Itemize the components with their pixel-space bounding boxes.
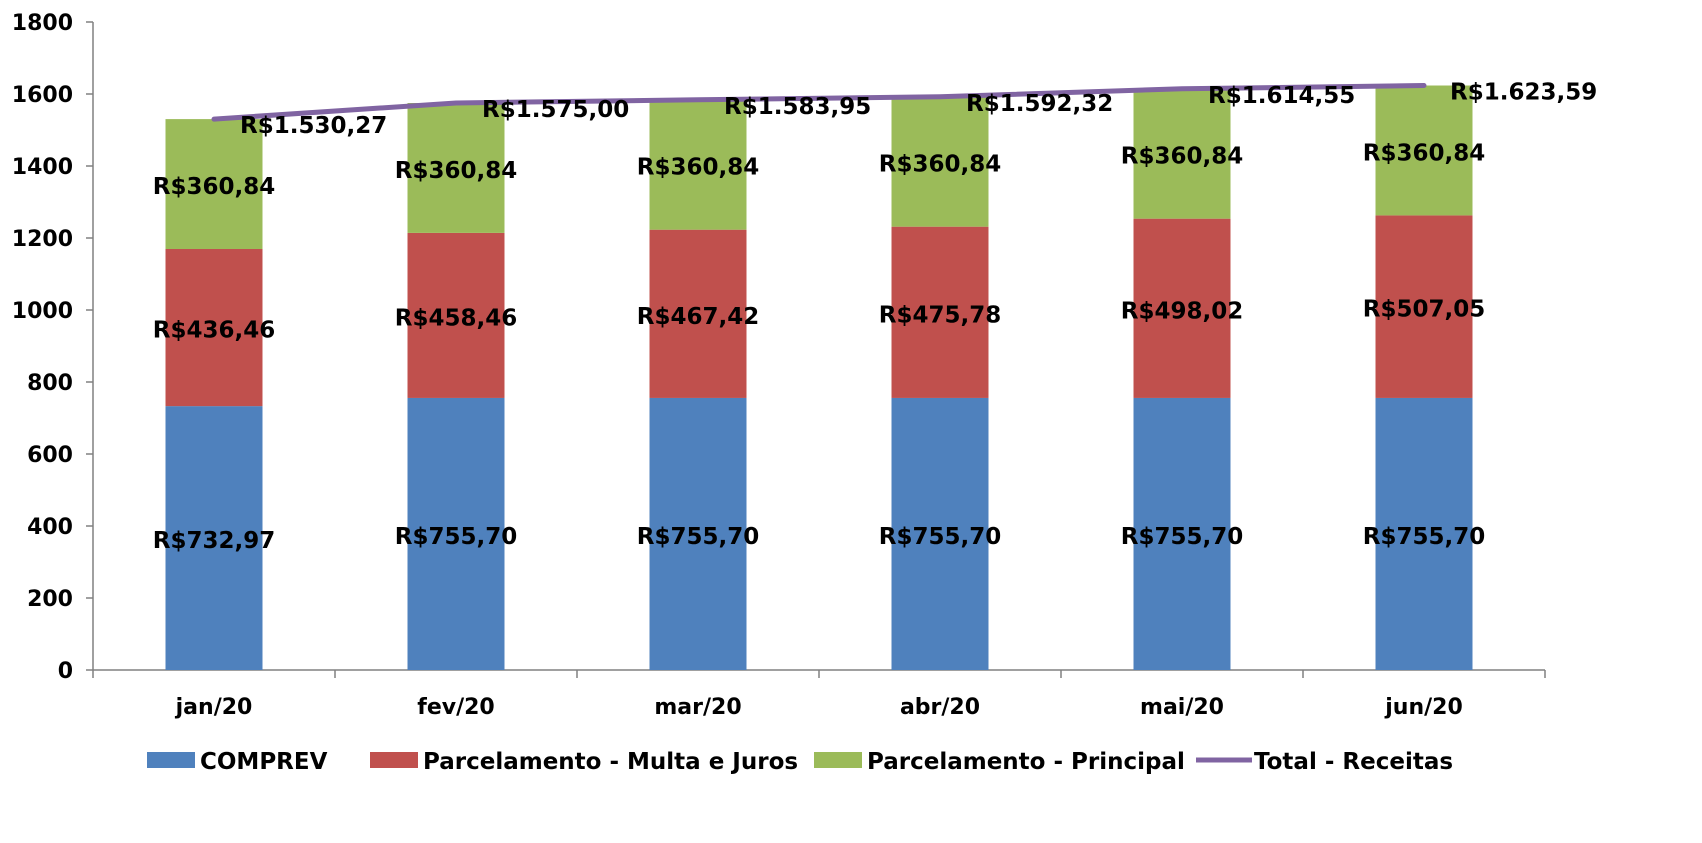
bar-data-label: R$507,05 [1363, 297, 1485, 323]
bar-data-label: R$360,84 [395, 158, 517, 184]
bar-data-label: R$360,84 [1363, 140, 1485, 166]
total-data-label: R$1.614,55 [1208, 83, 1355, 109]
y-tick-label: 0 [58, 659, 73, 684]
legend-label: Parcelamento - Multa e Juros [423, 749, 798, 775]
legend-label: Parcelamento - Principal [867, 749, 1185, 775]
legend-swatch [147, 752, 195, 768]
legend: COMPREV Parcelamento - Multa e Juros Parce… [147, 749, 1453, 775]
bar-data-label: R$360,84 [879, 152, 1001, 178]
total-data-label: R$1.623,59 [1450, 80, 1597, 106]
x-tick-label: mar/20 [654, 695, 741, 720]
total-data-label: R$1.575,00 [482, 97, 629, 123]
bar-data-label: R$436,46 [153, 318, 275, 344]
y-tick-label: 600 [27, 443, 73, 468]
bar-data-label: R$732,97 [153, 528, 275, 554]
bar-data-label: R$755,70 [637, 524, 759, 550]
bar-data-label: R$498,02 [1121, 298, 1243, 324]
bar-data-label: R$755,70 [1121, 524, 1243, 550]
y-tick-label: 400 [27, 515, 73, 540]
total-data-label: R$1.530,27 [240, 113, 387, 139]
total-data-label: R$1.592,32 [966, 91, 1113, 117]
legend-label: Total - Receitas [1254, 749, 1453, 775]
bar-data-label: R$755,70 [395, 524, 517, 550]
y-tick-label: 1800 [12, 11, 73, 36]
bar-data-label: R$458,46 [395, 305, 517, 331]
total-data-label: R$1.583,95 [724, 94, 871, 120]
x-tick-label: mai/20 [1140, 695, 1224, 720]
x-tick-label: jan/20 [175, 695, 253, 720]
y-tick-label: 1000 [12, 299, 73, 324]
y-tick-label: 1600 [12, 83, 73, 108]
bar-data-label: R$467,42 [637, 304, 759, 330]
bar-data-label: R$360,84 [1121, 144, 1243, 170]
x-tick-label: abr/20 [900, 695, 980, 720]
bar-data-label: R$755,70 [879, 524, 1001, 550]
bar-data-label: R$360,84 [153, 174, 275, 200]
x-tick-label: jun/20 [1384, 695, 1463, 720]
y-tick-label: 1400 [12, 155, 73, 180]
y-tick-label: 800 [27, 371, 73, 396]
bar-data-label: R$755,70 [1363, 524, 1485, 550]
bars [166, 86, 1473, 670]
y-tick-label: 1200 [12, 227, 73, 252]
bar-data-label: R$360,84 [637, 155, 759, 181]
legend-swatch [370, 752, 418, 768]
x-tick-label: fev/20 [417, 695, 494, 720]
bar-data-label: R$475,78 [879, 302, 1001, 328]
legend-label: COMPREV [200, 749, 328, 775]
legend-swatch [814, 752, 862, 768]
y-tick-label: 200 [27, 587, 73, 612]
